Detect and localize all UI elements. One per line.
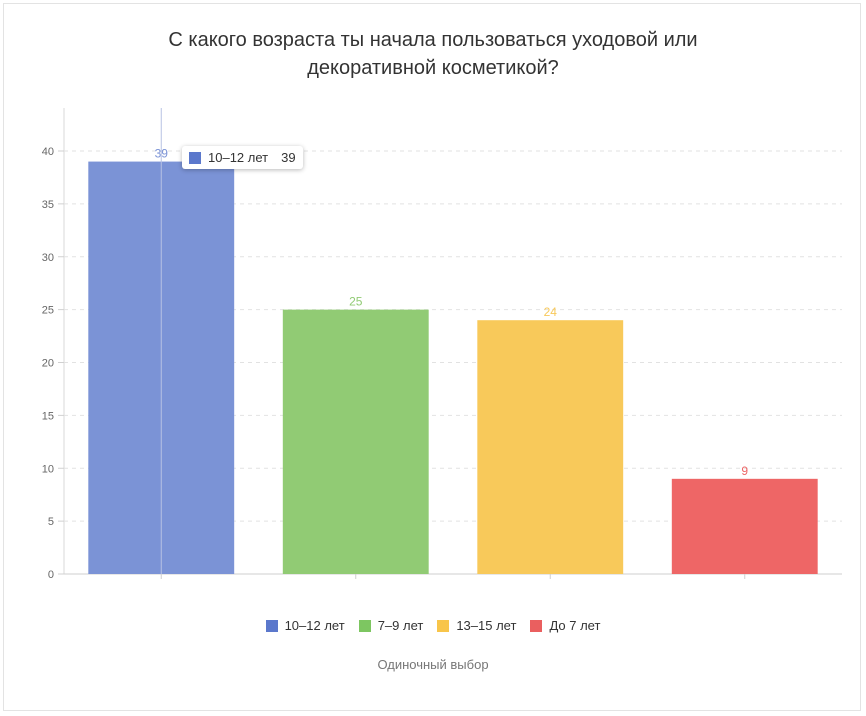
bar-value-label: 9	[741, 464, 748, 478]
y-tick-label: 35	[42, 199, 54, 211]
legend-swatch-under-7	[530, 619, 543, 632]
legend-swatch-7-9	[358, 619, 371, 632]
y-tick-label: 20	[42, 358, 54, 370]
legend-label-7-9: 7–9 лет	[377, 618, 424, 633]
y-tick-label: 10	[42, 463, 54, 475]
legend-label-13-15: 13–15 лет	[456, 618, 517, 633]
chart-title: С какого возраста ты начала пользоваться…	[0, 26, 866, 82]
tooltip-swatch	[189, 151, 201, 164]
chart-subtitle: Одиночный выбор	[377, 657, 489, 672]
bar	[671, 478, 818, 574]
bar-value-label: 24	[544, 305, 558, 319]
legend-item-13-15[interactable]: 13–15 лет	[437, 618, 516, 633]
legend-item-7-9[interactable]: 7–9 лет	[358, 618, 424, 633]
bar-value-label: 25	[349, 295, 363, 309]
chart-title-line-1: С какого возраста ты начала пользоваться…	[168, 29, 698, 51]
y-tick-label: 15	[42, 410, 54, 422]
legend: 10–12 лет 7–9 лет 13–15 лет До 7 лет	[0, 618, 866, 633]
tooltip-value: 39	[281, 150, 296, 165]
y-tick-label: 30	[42, 252, 54, 264]
legend-label-10-12: 10–12 лет	[284, 618, 345, 633]
legend-item-under-7[interactable]: До 7 лет	[530, 618, 600, 633]
bar-tooltip: 10–12 лет 39	[182, 146, 303, 169]
chart-title-line-2: декоративной косметикой?	[307, 57, 559, 79]
tooltip-label: 10–12 лет	[208, 150, 269, 165]
y-tick-label: 40	[42, 146, 54, 158]
y-tick-label: 0	[48, 569, 54, 581]
legend-swatch-10-12	[265, 619, 278, 632]
y-tick-label: 25	[42, 305, 54, 317]
bar	[477, 320, 624, 574]
bar	[282, 309, 429, 574]
legend-item-10-12[interactable]: 10–12 лет	[265, 618, 345, 633]
legend-label-under-7: До 7 лет	[549, 618, 601, 633]
legend-swatch-13-15	[437, 619, 450, 632]
y-tick-label: 5	[48, 516, 54, 528]
